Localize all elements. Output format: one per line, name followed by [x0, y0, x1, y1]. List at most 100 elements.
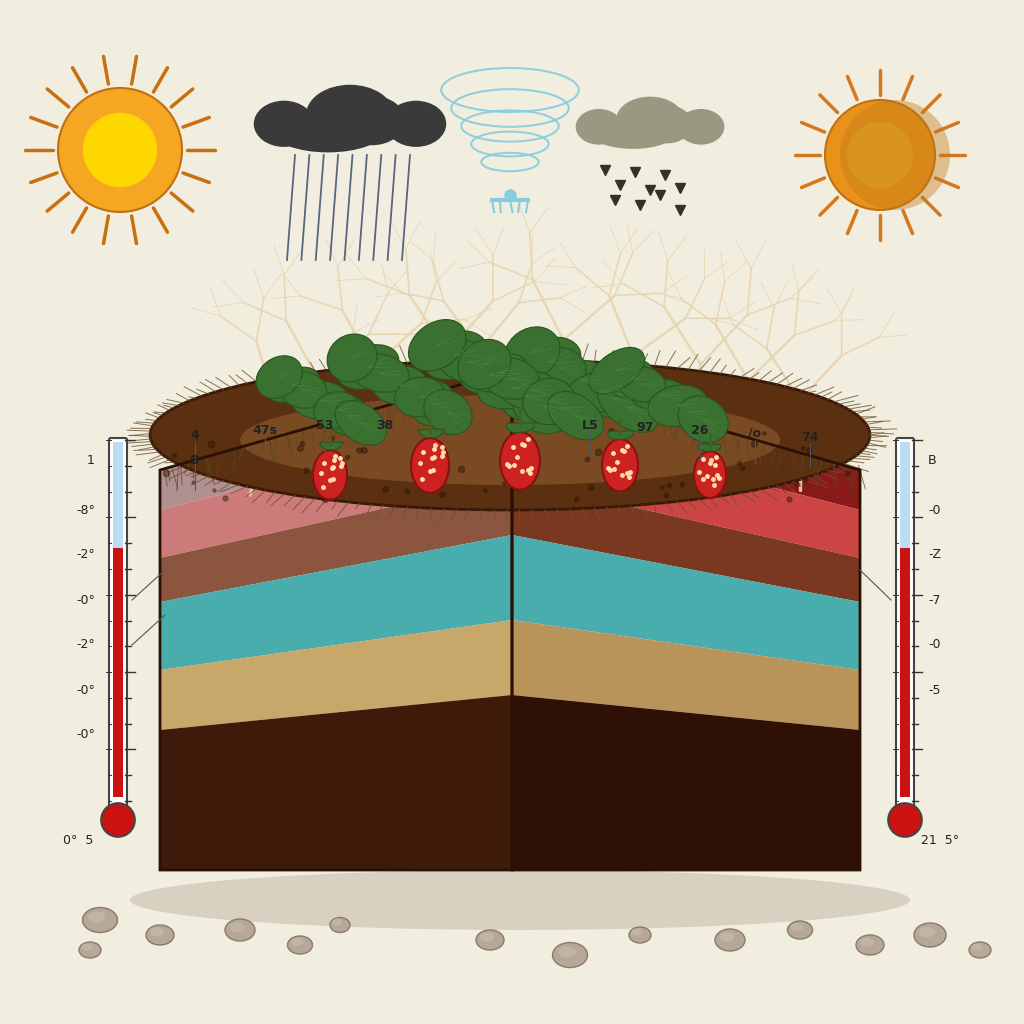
Ellipse shape: [88, 911, 105, 923]
Ellipse shape: [313, 451, 347, 500]
Polygon shape: [512, 620, 860, 730]
Ellipse shape: [694, 452, 726, 498]
Ellipse shape: [512, 376, 573, 434]
Ellipse shape: [82, 943, 92, 950]
Ellipse shape: [458, 339, 511, 389]
Text: 38: 38: [377, 419, 393, 432]
Text: B: B: [928, 454, 937, 467]
Text: 0°  5: 0° 5: [62, 834, 93, 847]
Ellipse shape: [339, 96, 406, 145]
Text: 1: 1: [87, 454, 95, 467]
Ellipse shape: [306, 85, 394, 145]
Ellipse shape: [500, 432, 540, 489]
Text: -0°: -0°: [76, 683, 95, 696]
Polygon shape: [160, 480, 512, 602]
Ellipse shape: [83, 907, 118, 933]
Ellipse shape: [678, 109, 724, 144]
Text: 53: 53: [316, 419, 334, 432]
Ellipse shape: [969, 942, 991, 958]
Ellipse shape: [225, 919, 255, 941]
Ellipse shape: [411, 438, 449, 493]
Polygon shape: [512, 480, 860, 602]
Ellipse shape: [856, 935, 884, 955]
Ellipse shape: [273, 111, 383, 153]
Ellipse shape: [616, 96, 684, 143]
Ellipse shape: [919, 927, 935, 937]
Ellipse shape: [327, 334, 377, 382]
Ellipse shape: [575, 109, 623, 144]
Ellipse shape: [330, 918, 350, 933]
FancyBboxPatch shape: [896, 438, 914, 815]
Ellipse shape: [337, 345, 399, 389]
Ellipse shape: [498, 369, 553, 421]
Ellipse shape: [522, 378, 575, 425]
Ellipse shape: [482, 358, 540, 399]
Polygon shape: [160, 695, 512, 870]
Ellipse shape: [386, 100, 446, 146]
Ellipse shape: [585, 377, 639, 419]
Ellipse shape: [629, 927, 651, 943]
Text: 21  5°: 21 5°: [921, 834, 959, 847]
Ellipse shape: [130, 870, 910, 930]
Ellipse shape: [150, 928, 164, 937]
Ellipse shape: [480, 933, 494, 941]
Polygon shape: [512, 420, 860, 558]
Ellipse shape: [472, 353, 527, 392]
Text: B: B: [190, 454, 200, 467]
Ellipse shape: [229, 922, 245, 932]
Ellipse shape: [459, 354, 521, 395]
Ellipse shape: [437, 341, 499, 383]
Circle shape: [847, 122, 913, 188]
Polygon shape: [512, 535, 860, 670]
Ellipse shape: [478, 368, 546, 409]
Ellipse shape: [589, 347, 644, 394]
Polygon shape: [160, 620, 512, 730]
Polygon shape: [607, 431, 633, 439]
Ellipse shape: [146, 925, 174, 945]
Ellipse shape: [476, 930, 504, 950]
Ellipse shape: [632, 929, 642, 936]
Bar: [113, 442, 123, 548]
Ellipse shape: [266, 368, 319, 402]
Text: -8°: -8°: [76, 504, 95, 516]
Ellipse shape: [409, 319, 466, 371]
Ellipse shape: [566, 371, 634, 413]
Ellipse shape: [291, 938, 303, 946]
Ellipse shape: [515, 337, 581, 387]
Polygon shape: [319, 442, 343, 450]
Ellipse shape: [534, 347, 586, 389]
Polygon shape: [697, 444, 721, 452]
Ellipse shape: [394, 377, 445, 417]
Ellipse shape: [254, 100, 314, 146]
Ellipse shape: [553, 942, 588, 968]
Ellipse shape: [641, 105, 692, 143]
Text: -2°: -2°: [76, 639, 95, 651]
Ellipse shape: [500, 371, 560, 409]
Text: 26: 26: [691, 424, 709, 437]
Ellipse shape: [504, 327, 560, 379]
Circle shape: [58, 88, 182, 212]
Text: -0°: -0°: [76, 728, 95, 741]
Circle shape: [825, 100, 935, 210]
Bar: [900, 442, 910, 548]
Ellipse shape: [422, 331, 487, 380]
Ellipse shape: [326, 395, 369, 435]
Ellipse shape: [240, 395, 780, 485]
Ellipse shape: [602, 439, 638, 492]
Text: -7: -7: [928, 594, 940, 606]
Ellipse shape: [530, 387, 591, 427]
Text: -Z: -Z: [928, 549, 941, 561]
Bar: [900, 548, 910, 797]
Ellipse shape: [351, 353, 410, 392]
Bar: [113, 548, 123, 797]
Polygon shape: [160, 535, 512, 670]
Text: L5: L5: [582, 419, 598, 432]
Text: 74: 74: [801, 431, 819, 444]
Ellipse shape: [648, 385, 708, 427]
Circle shape: [83, 113, 158, 187]
Ellipse shape: [150, 360, 870, 510]
Text: -2°: -2°: [76, 549, 95, 561]
FancyBboxPatch shape: [109, 438, 127, 815]
Circle shape: [840, 100, 950, 210]
Ellipse shape: [548, 391, 603, 440]
